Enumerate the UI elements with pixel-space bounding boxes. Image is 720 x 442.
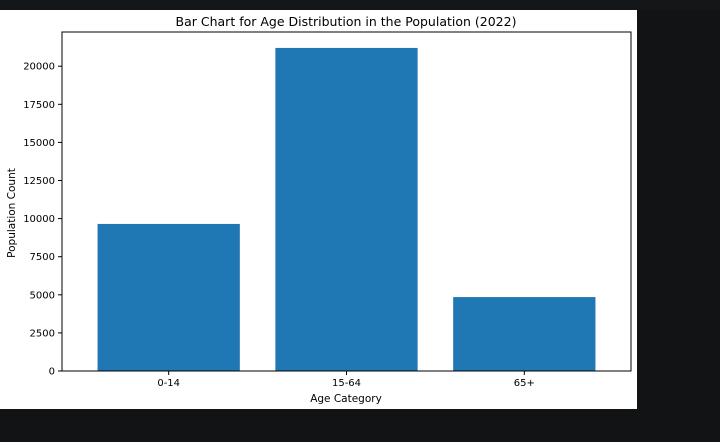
chart-figure: Bar Chart for Age Distribution in the Po… — [0, 10, 637, 409]
y-tick-label: 10000 — [23, 214, 55, 225]
plot-frame — [61, 31, 632, 372]
bars-group — [97, 47, 596, 372]
bar-0-14 — [97, 223, 240, 371]
x-tick-label: 15-64 — [332, 378, 361, 389]
x-tick-label: 65+ — [514, 378, 535, 389]
bar-chart: Bar Chart for Age Distribution in the Po… — [6, 14, 632, 405]
y-tick-label: 5000 — [30, 290, 55, 301]
y-axis-label: Population Count — [6, 168, 18, 258]
y-tick-label: 17500 — [23, 100, 55, 111]
x-axis-ticks: 0-14 15-64 65+ — [157, 371, 535, 389]
window-top-strip — [0, 0, 720, 10]
chart-title: Bar Chart for Age Distribution in the Po… — [176, 14, 517, 29]
y-tick-label: 0 — [49, 367, 55, 378]
bar-65+ — [453, 297, 596, 371]
bar-15-64 — [275, 47, 418, 372]
y-tick-label: 15000 — [23, 138, 55, 149]
y-tick-label: 2500 — [30, 328, 55, 339]
y-tick-label: 20000 — [23, 62, 55, 73]
y-tick-label: 12500 — [23, 176, 55, 187]
y-axis-ticks: 0 2500 5000 7500 10000 12500 15000 17500 20000 — [23, 62, 62, 378]
x-tick-label: 0-14 — [157, 378, 180, 389]
y-tick-label: 7500 — [30, 252, 55, 263]
x-axis-label: Age Category — [310, 393, 382, 405]
